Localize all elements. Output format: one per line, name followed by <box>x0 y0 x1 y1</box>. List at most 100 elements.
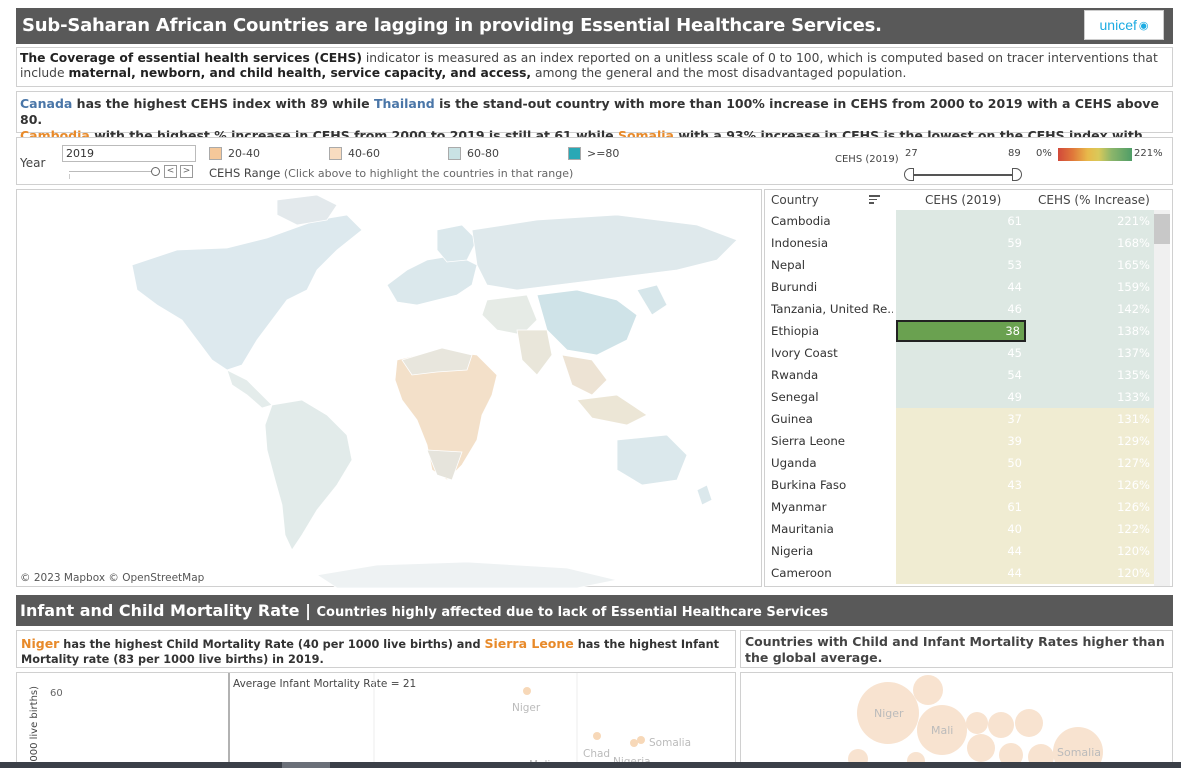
bubble[interactable] <box>913 675 943 705</box>
central-america-shape[interactable] <box>226 369 273 409</box>
table-row[interactable]: Ivory Coast 45 137% <box>765 342 1172 364</box>
legend-item-60-80[interactable]: 60-80 <box>448 147 499 160</box>
cehs-highlights: Canada has the highest CEHS index with 8… <box>16 91 1173 159</box>
legend-swatch <box>209 147 222 160</box>
map-attribution[interactable]: © 2023 Mapbox © OpenStreetMap <box>20 572 205 584</box>
world-map[interactable]: © 2023 Mapbox © OpenStreetMap <box>16 189 762 588</box>
bubble[interactable] <box>999 743 1023 767</box>
scatter-point[interactable] <box>637 736 645 744</box>
south-asia-shape[interactable] <box>516 329 553 376</box>
highlight-line-1: Canada has the highest CEHS index with 8… <box>20 96 1159 127</box>
bubble[interactable] <box>967 734 995 762</box>
mortality-summary-text: Niger has the highest Child Mortality Ra… <box>16 630 736 668</box>
world-map-shapes <box>131 194 738 588</box>
table-row[interactable]: Rwanda 54 135% <box>765 364 1172 386</box>
bubble[interactable] <box>1028 744 1054 768</box>
scatter-label: Nigeria <box>613 756 651 768</box>
table-row[interactable]: Myanmar 61 126% <box>765 496 1172 518</box>
scatter-point[interactable] <box>523 687 531 695</box>
dashboard-header: Sub-Saharan African Countries are laggin… <box>16 8 1173 44</box>
table-row[interactable]: Burkina Faso 43 126% <box>765 474 1172 496</box>
australia-shape[interactable] <box>616 434 688 486</box>
south-africa-shape[interactable] <box>426 449 463 481</box>
scatter-y-axis-label: 1000 live births) <box>29 686 40 768</box>
table-scrollbar[interactable] <box>1154 210 1170 586</box>
south-america-shape[interactable] <box>264 399 353 551</box>
legend-item-40-60[interactable]: 40-60 <box>329 147 380 160</box>
japan-shape[interactable] <box>636 284 668 316</box>
taskbar-segment[interactable] <box>282 762 330 768</box>
table-row[interactable]: Burundi 44 159% <box>765 276 1172 298</box>
indonesia-shape[interactable] <box>576 394 648 426</box>
legend-swatch <box>568 147 581 160</box>
cehs-range-min: 27 <box>905 148 918 159</box>
scandinavia-shape[interactable] <box>436 224 478 263</box>
bubble[interactable] <box>988 712 1014 738</box>
southeast-asia-shape[interactable] <box>561 354 608 396</box>
bubble-plot-area: Niger Mali Somalia <box>848 675 1103 768</box>
scatter-plot-area: 1000 live births) 60 Average Infant Mort… <box>29 673 691 768</box>
table-row[interactable]: Guinea 37 131% <box>765 408 1172 430</box>
legend-item-20-40[interactable]: 20-40 <box>209 147 260 160</box>
table-row[interactable]: Mauritania 40 122% <box>765 518 1172 540</box>
year-input[interactable]: 2019 <box>62 145 196 162</box>
table-row[interactable]: Senegal 49 133% <box>765 386 1172 408</box>
taskbar <box>0 762 1181 768</box>
table-row-selected[interactable]: Ethiopia 38 138% <box>765 320 1172 342</box>
cehs-range-max: 89 <box>1008 148 1021 159</box>
year-slider-handle[interactable] <box>151 167 160 176</box>
dashboard-title: Sub-Saharan African Countries are laggin… <box>22 15 882 36</box>
bubble[interactable] <box>857 682 919 744</box>
table-row[interactable]: Cameroon 44 120% <box>765 562 1172 584</box>
year-next-button[interactable]: > <box>180 165 193 178</box>
middle-east-shape[interactable] <box>481 294 538 336</box>
legend-item-80-plus[interactable]: >=80 <box>568 147 619 160</box>
col-header-increase[interactable]: CEHS (% Increase) <box>1038 193 1150 207</box>
table-row[interactable]: Cambodia 61 221% <box>765 210 1172 232</box>
mortality-section-subtitle: Countries highly affected due to lack of… <box>316 605 829 620</box>
bubble[interactable] <box>1053 727 1103 768</box>
scatter-point[interactable] <box>593 732 601 740</box>
bubble-label: Niger <box>874 707 904 720</box>
cehs-range-min-handle[interactable] <box>904 168 914 181</box>
increase-color-legend <box>1058 148 1132 161</box>
table-row[interactable]: Sierra Leone 39 129% <box>765 430 1172 452</box>
year-label: Year <box>20 156 46 170</box>
sort-icon[interactable] <box>869 195 880 205</box>
cehs-range-max-handle[interactable] <box>1012 168 1022 181</box>
mortality-scatter-chart[interactable]: 1000 live births) 60 Average Infant Mort… <box>16 672 736 768</box>
filter-controls: Year 2019 < > 20-40 40-60 60-80 >=80 CEH… <box>16 137 1173 185</box>
table-row[interactable]: Indonesia 59 168% <box>765 232 1172 254</box>
col-header-cehs[interactable]: CEHS (2019) <box>925 193 1002 207</box>
table-row[interactable]: Nepal 53 165% <box>765 254 1172 276</box>
north-africa-shape[interactable] <box>401 347 473 376</box>
cehs-range-track[interactable] <box>909 174 1019 176</box>
bubble-label: Somalia <box>1057 746 1101 759</box>
europe-shape[interactable] <box>386 254 478 306</box>
year-prev-button[interactable]: < <box>164 165 177 178</box>
year-slider-ticks <box>69 174 159 179</box>
bubble[interactable] <box>966 712 988 734</box>
greenland-shape[interactable] <box>276 194 338 226</box>
antarctica-shape <box>315 561 618 588</box>
scatter-point[interactable] <box>630 739 638 747</box>
africa-shape[interactable] <box>394 349 498 481</box>
russia-shape[interactable] <box>471 214 738 291</box>
table-row[interactable]: Tanzania, United Re.. 46 142% <box>765 298 1172 320</box>
table-scroll-thumb[interactable] <box>1154 214 1170 244</box>
cehs-range-label: CEHS Range (Click above to highlight the… <box>209 166 574 180</box>
col-header-country[interactable]: Country <box>771 193 819 207</box>
table-row[interactable]: Uganda 50 127% <box>765 452 1172 474</box>
table-row[interactable]: Nigeria 44 120% <box>765 540 1172 562</box>
bubble[interactable] <box>1015 709 1043 737</box>
new-zealand-shape[interactable] <box>696 484 713 506</box>
china-shape[interactable] <box>536 289 638 356</box>
mortality-bubble-chart[interactable]: Niger Mali Somalia <box>740 672 1173 768</box>
cehs-slider-label: CEHS (2019) <box>835 154 899 165</box>
legend-swatch <box>329 147 342 160</box>
bubble[interactable] <box>917 705 967 755</box>
north-america-shape[interactable] <box>131 214 363 371</box>
bubble-chart-title: Countries with Child and Infant Mortalit… <box>740 630 1173 668</box>
increase-legend-max: 221% <box>1134 148 1163 159</box>
year-slider-track[interactable] <box>69 171 159 172</box>
